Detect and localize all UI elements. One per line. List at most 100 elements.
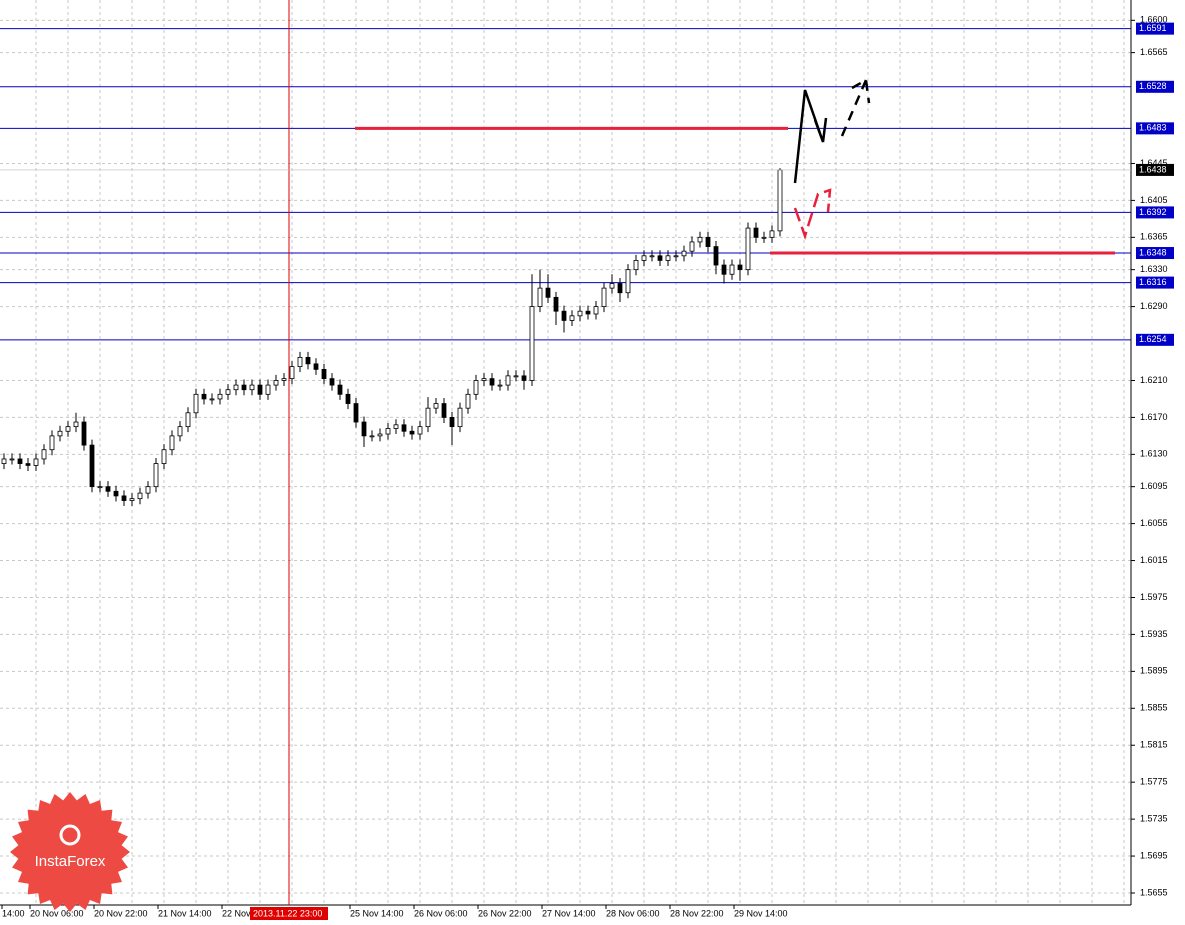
y-tick-label: 1.6015 [1140, 555, 1168, 565]
candle-body [689, 241, 695, 252]
candle-body [577, 310, 583, 317]
candle-body [489, 378, 495, 386]
level-label: 1.6316 [1139, 277, 1167, 287]
candle-body [33, 458, 39, 466]
candle-body [617, 283, 623, 294]
candle-body [705, 236, 711, 247]
level-label-box [1136, 80, 1174, 93]
candle-body [329, 378, 335, 386]
x-tick-label: 21 Nov 14:00 [158, 908, 212, 918]
candle-body [169, 435, 175, 451]
candle-body [433, 403, 439, 409]
candle-body [649, 255, 655, 258]
candle-body [753, 227, 759, 238]
candle-body [769, 230, 775, 238]
candle-body [713, 246, 719, 266]
candle-body [737, 264, 743, 271]
candle-body [697, 236, 703, 243]
candle-body [497, 384, 503, 387]
y-tick-label: 1.6365 [1140, 232, 1168, 242]
candle-body [449, 417, 455, 428]
candle-body [97, 486, 103, 489]
candle-body [633, 260, 639, 271]
candle-body [593, 306, 599, 315]
forecast-arrow [793, 89, 828, 184]
candle-body [537, 287, 543, 307]
candle-body [81, 421, 87, 446]
candle-body [241, 384, 247, 391]
y-tick-label: 1.6600 [1140, 15, 1168, 25]
candle-body [401, 424, 407, 432]
y-tick-label: 1.5695 [1140, 850, 1168, 860]
x-tick-label: 20 Nov 22:00 [94, 908, 148, 918]
y-tick-label: 1.5735 [1140, 813, 1168, 823]
candle-body [353, 403, 359, 423]
candle-body [1, 458, 7, 464]
y-tick-label: 1.6170 [1140, 412, 1168, 422]
y-tick-label: 1.5895 [1140, 666, 1168, 676]
candle-body [273, 380, 279, 386]
forecast-arrow-red [793, 188, 832, 240]
y-tick-label: 1.6405 [1140, 195, 1168, 205]
candle-body [41, 449, 47, 460]
y-tick-label: 1.5775 [1140, 777, 1168, 787]
candle-body [177, 426, 183, 437]
candle-body [657, 255, 663, 261]
y-tick-label: 1.5655 [1140, 887, 1168, 897]
candle-body [465, 393, 471, 409]
candle-body [321, 368, 327, 380]
current-price-box [1136, 163, 1174, 176]
y-tick-label: 1.6330 [1140, 264, 1168, 274]
candle-body [777, 169, 783, 232]
x-tick-label: 26 Nov 06:00 [414, 908, 468, 918]
candle-body [457, 407, 463, 428]
candle-body [313, 363, 319, 370]
candle-body [625, 269, 631, 294]
x-tick-label: 28 Nov 22:00 [670, 908, 724, 918]
x-tick-label: 29 Nov 14:00 [734, 908, 788, 918]
x-tick-label: 22 Nov 06:00 [222, 908, 276, 918]
candle-body [385, 428, 391, 435]
y-tick-label: 1.6210 [1140, 375, 1168, 385]
candle-body [761, 236, 767, 239]
candle-body [121, 495, 127, 501]
forecast-arrow-dashed [840, 77, 871, 137]
candle-body [745, 227, 751, 271]
level-label: 1.6254 [1139, 334, 1167, 344]
candle-body [281, 378, 287, 381]
candle-body [609, 283, 615, 289]
candle-body [73, 421, 79, 428]
logo-badge [10, 792, 130, 912]
candle-body [569, 315, 575, 321]
candle-body [209, 398, 215, 401]
level-label-box [1136, 206, 1174, 219]
current-price-label: 1.6438 [1139, 164, 1167, 174]
candle-body [201, 393, 207, 400]
y-tick-label: 1.6565 [1140, 47, 1168, 57]
candle-body [89, 444, 95, 488]
logo-icon [59, 824, 81, 846]
candle-body [289, 366, 295, 380]
candle-body [553, 296, 559, 312]
candle-body [377, 433, 383, 437]
logo-text: InstaForex [35, 853, 106, 870]
candle-body [129, 498, 135, 501]
candle-body [17, 458, 23, 464]
candle-body [393, 424, 399, 429]
candle-body [217, 393, 223, 400]
candle-body [49, 435, 55, 451]
candle-body [193, 393, 199, 414]
candle-body [265, 384, 271, 395]
candle-body [337, 384, 343, 395]
candle-body [425, 407, 431, 428]
candle-body [417, 426, 423, 435]
level-label: 1.6591 [1139, 23, 1167, 33]
x-tick-label: 26 Nov 22:00 [478, 908, 532, 918]
y-tick-label: 1.6095 [1140, 481, 1168, 491]
candle-body [113, 490, 119, 497]
level-label-box [1136, 276, 1174, 289]
candle-body [233, 384, 239, 391]
candle-body [601, 287, 607, 307]
y-tick-label: 1.6290 [1140, 301, 1168, 311]
